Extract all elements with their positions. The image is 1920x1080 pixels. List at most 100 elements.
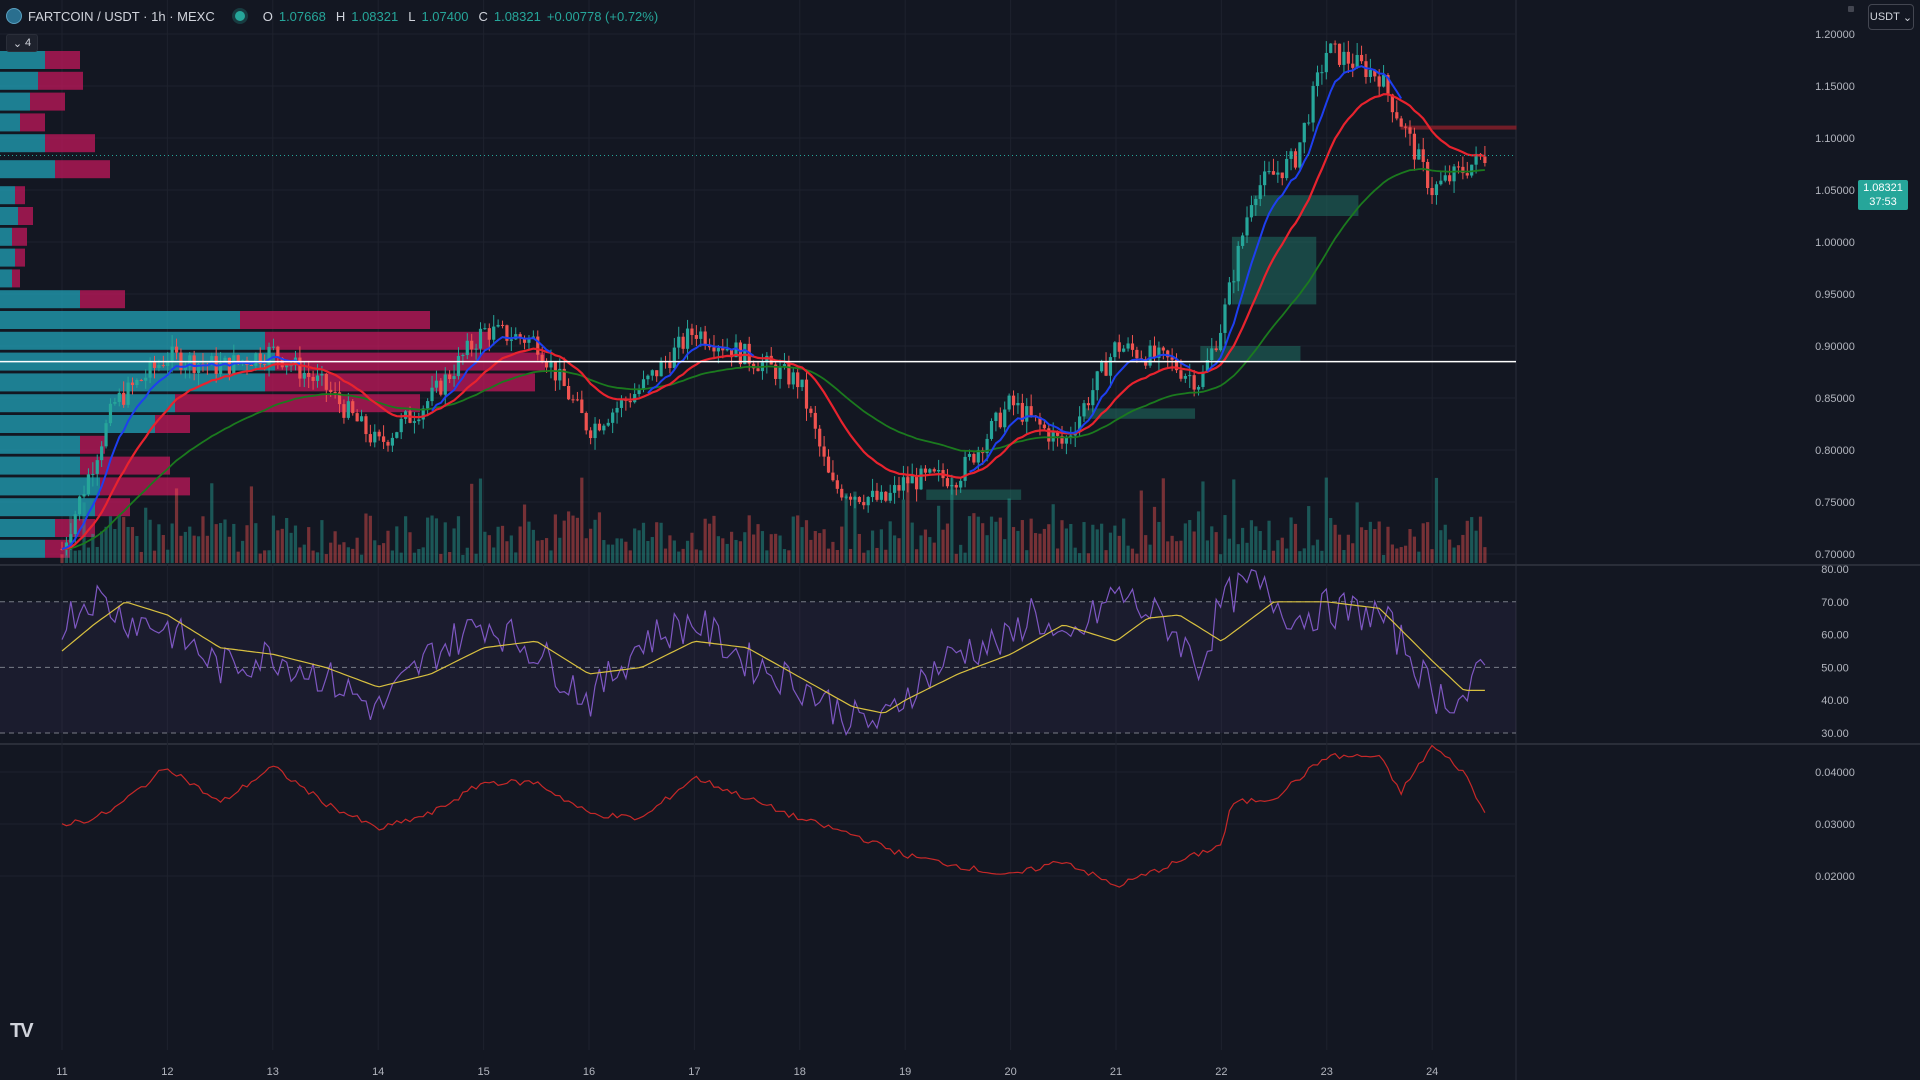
- candle-body: [1408, 127, 1412, 134]
- candle-body: [1421, 149, 1425, 162]
- candle-body: [73, 514, 77, 535]
- volume-bar: [804, 520, 809, 563]
- volume-bar: [831, 541, 835, 563]
- volume-bar: [64, 549, 69, 563]
- volume-profile-sell: [45, 51, 80, 69]
- volume-profile-buy: [0, 539, 45, 558]
- indicators-toggle-button[interactable]: ⌄ 4: [6, 34, 38, 52]
- tradingview-logo-icon[interactable]: TV: [10, 1020, 34, 1042]
- candle-body: [919, 468, 923, 490]
- volume-bar: [108, 516, 113, 563]
- symbol-name: FARTCOIN: [28, 8, 94, 24]
- candle-body: [1003, 409, 1007, 428]
- volume-bar: [694, 549, 698, 563]
- candle-body: [831, 472, 835, 481]
- ema-fast-line: [61, 65, 1403, 550]
- candle-body: [1289, 151, 1293, 159]
- volume-bar: [1161, 478, 1165, 563]
- candle-body: [456, 355, 461, 377]
- candle-body: [1029, 406, 1033, 416]
- volume-profile-buy: [0, 415, 155, 433]
- price-tick-label: 1.00000: [1815, 237, 1855, 249]
- volume-bar: [1117, 535, 1121, 563]
- candle-body: [1152, 345, 1157, 358]
- candle-body: [730, 348, 734, 358]
- volume-profile-buy: [0, 186, 15, 205]
- volume-bar: [994, 521, 998, 563]
- candle-body: [434, 380, 439, 388]
- candle-body: [848, 496, 853, 500]
- candle-body: [1280, 172, 1284, 179]
- candle-body: [113, 401, 117, 404]
- candle-body: [615, 407, 619, 413]
- volume-bar: [298, 547, 302, 563]
- volume-bar: [959, 544, 963, 563]
- volume-bar: [1157, 521, 1161, 563]
- candle-body: [1298, 142, 1302, 168]
- volume-bar: [386, 530, 390, 563]
- candle-body: [355, 413, 359, 422]
- volume-bar: [307, 527, 311, 563]
- indicator-count: 4: [25, 37, 32, 49]
- volume-profile-buy: [0, 394, 175, 413]
- volume-bar: [329, 542, 333, 563]
- volume-bar: [1166, 541, 1170, 563]
- volume-profile-buy: [0, 248, 15, 267]
- volume-bar: [196, 536, 201, 563]
- volume-bar: [1346, 534, 1350, 563]
- open-label: O: [262, 8, 273, 24]
- candle-body: [91, 473, 95, 475]
- volume-profile-sell: [155, 415, 190, 433]
- volume-bar: [474, 553, 478, 563]
- volume-bar: [897, 538, 901, 563]
- candle-body: [1474, 153, 1478, 165]
- volume-bar: [1086, 553, 1091, 563]
- volume-bar: [399, 552, 403, 563]
- interval-label: 1h: [151, 8, 166, 24]
- candle-body: [1007, 395, 1011, 410]
- candle-body: [170, 346, 174, 362]
- candle-body: [426, 401, 430, 409]
- candle-body: [465, 340, 469, 356]
- currency-select-button[interactable]: USDT ⌄: [1868, 4, 1914, 30]
- settings-handle-icon[interactable]: [1848, 6, 1854, 12]
- volume-bar: [1307, 506, 1311, 563]
- symbol-title[interactable]: FARTCOIN / USDT · 1h · MEXC: [28, 9, 215, 24]
- volume-bar: [1196, 511, 1201, 563]
- volume-bar: [1333, 524, 1337, 563]
- volume-bar: [1280, 537, 1284, 563]
- candle-body: [492, 326, 496, 340]
- candle-body: [619, 399, 624, 408]
- rsi-tick-label: 70.00: [1821, 597, 1849, 609]
- candle-body: [417, 419, 421, 422]
- candle-body: [998, 412, 1002, 428]
- candle-body: [804, 379, 809, 409]
- candle-body: [1355, 54, 1359, 68]
- volume-bar: [514, 552, 518, 563]
- candle-body: [892, 485, 897, 493]
- candle-body: [1293, 151, 1298, 168]
- volume-bar: [434, 518, 439, 563]
- candle-body: [1117, 342, 1121, 352]
- volume-profile-sell: [55, 160, 110, 179]
- close-value: 1.08321: [493, 8, 541, 24]
- volume-bar: [562, 520, 566, 563]
- volume-bar: [641, 522, 646, 563]
- atr-tick-label: 0.02000: [1815, 871, 1855, 883]
- volume-bar: [606, 544, 610, 563]
- candle-body: [258, 353, 262, 364]
- market-status-icon[interactable]: [234, 11, 245, 21]
- volume-bar: [60, 554, 64, 563]
- candle-body: [82, 494, 86, 497]
- volume-bar: [426, 517, 430, 563]
- candle-body: [487, 328, 491, 340]
- candle-body: [1236, 245, 1240, 282]
- volume-bar: [870, 530, 875, 563]
- candle-body: [320, 373, 324, 376]
- candle-body: [558, 368, 562, 381]
- candle-body: [324, 373, 328, 390]
- volume-bar: [161, 535, 165, 563]
- volume-bar: [166, 549, 170, 563]
- candle-body: [337, 392, 342, 405]
